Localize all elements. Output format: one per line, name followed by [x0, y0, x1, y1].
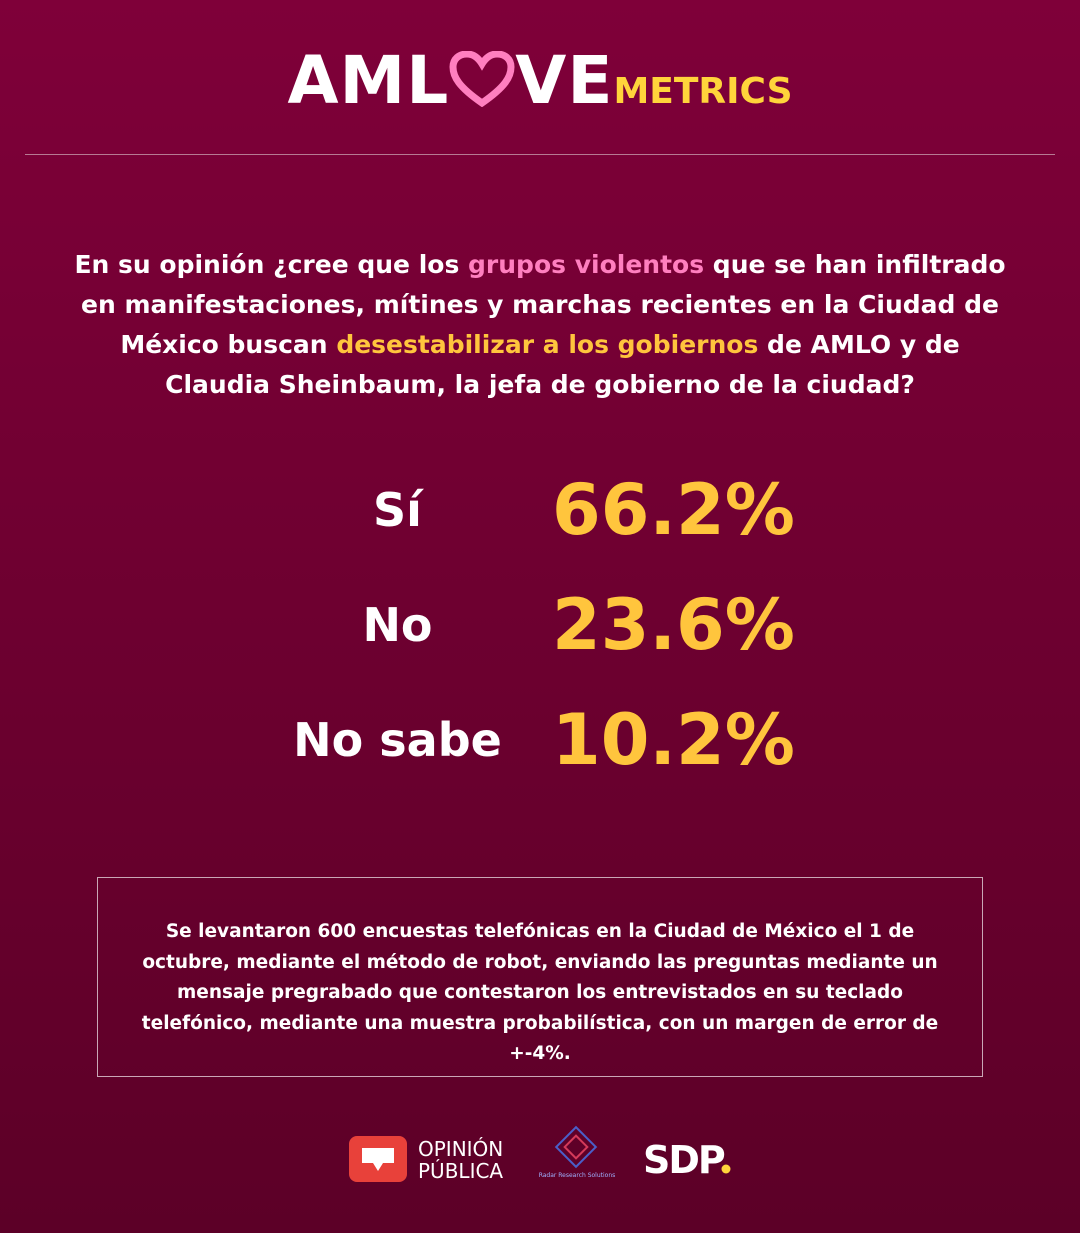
- result-row: No sabe 10.2%: [0, 690, 1080, 790]
- question-highlight: desestabilizar a los gobiernos: [336, 330, 759, 359]
- logo: AML VEMETRICS: [0, 42, 1080, 119]
- heart-icon: [449, 50, 515, 108]
- radar-icon: [554, 1125, 598, 1169]
- result-row: Sí 66.2%: [0, 460, 1080, 560]
- opinion-icon-bubble: [362, 1148, 394, 1171]
- opinion-text: OPINIÓN: [418, 1137, 503, 1161]
- result-row: No 23.6%: [0, 575, 1080, 675]
- question: En su opinión ¿cree que los grupos viole…: [70, 245, 1010, 405]
- radar-text: Radar Research Solutions: [539, 1172, 616, 1179]
- result-label: Sí: [373, 483, 422, 537]
- result-value: 10.2%: [552, 699, 795, 781]
- note-box: [97, 877, 983, 1077]
- logo-text: AML: [287, 42, 450, 119]
- question-highlight: grupos violentos: [468, 250, 705, 279]
- logo-text: VE: [515, 42, 614, 119]
- divider: [25, 154, 1055, 155]
- publica-text: PÚBLICA: [418, 1159, 503, 1183]
- question-text: de AMLO y de Claudia Sheinbaum, la jefa …: [165, 330, 960, 399]
- result-label: No: [362, 598, 433, 652]
- result-value: 23.6%: [552, 584, 795, 666]
- footer-logos: OPINIÓN PÚBLICA Radar Research Solutions…: [349, 1125, 731, 1183]
- note: Se levantaron 600 encuestas telefónicas …: [141, 921, 939, 1064]
- result-value: 66.2%: [552, 469, 795, 551]
- sdp-text: SDP: [643, 1138, 725, 1182]
- result-label: No sabe: [293, 713, 502, 767]
- logo-metrics: METRICS: [613, 71, 793, 112]
- sdp-dot: [721, 1164, 731, 1174]
- question-text: En su opinión ¿cree que los: [74, 250, 469, 279]
- question-text: que se han infiltrado en manifestaciones…: [81, 250, 1006, 359]
